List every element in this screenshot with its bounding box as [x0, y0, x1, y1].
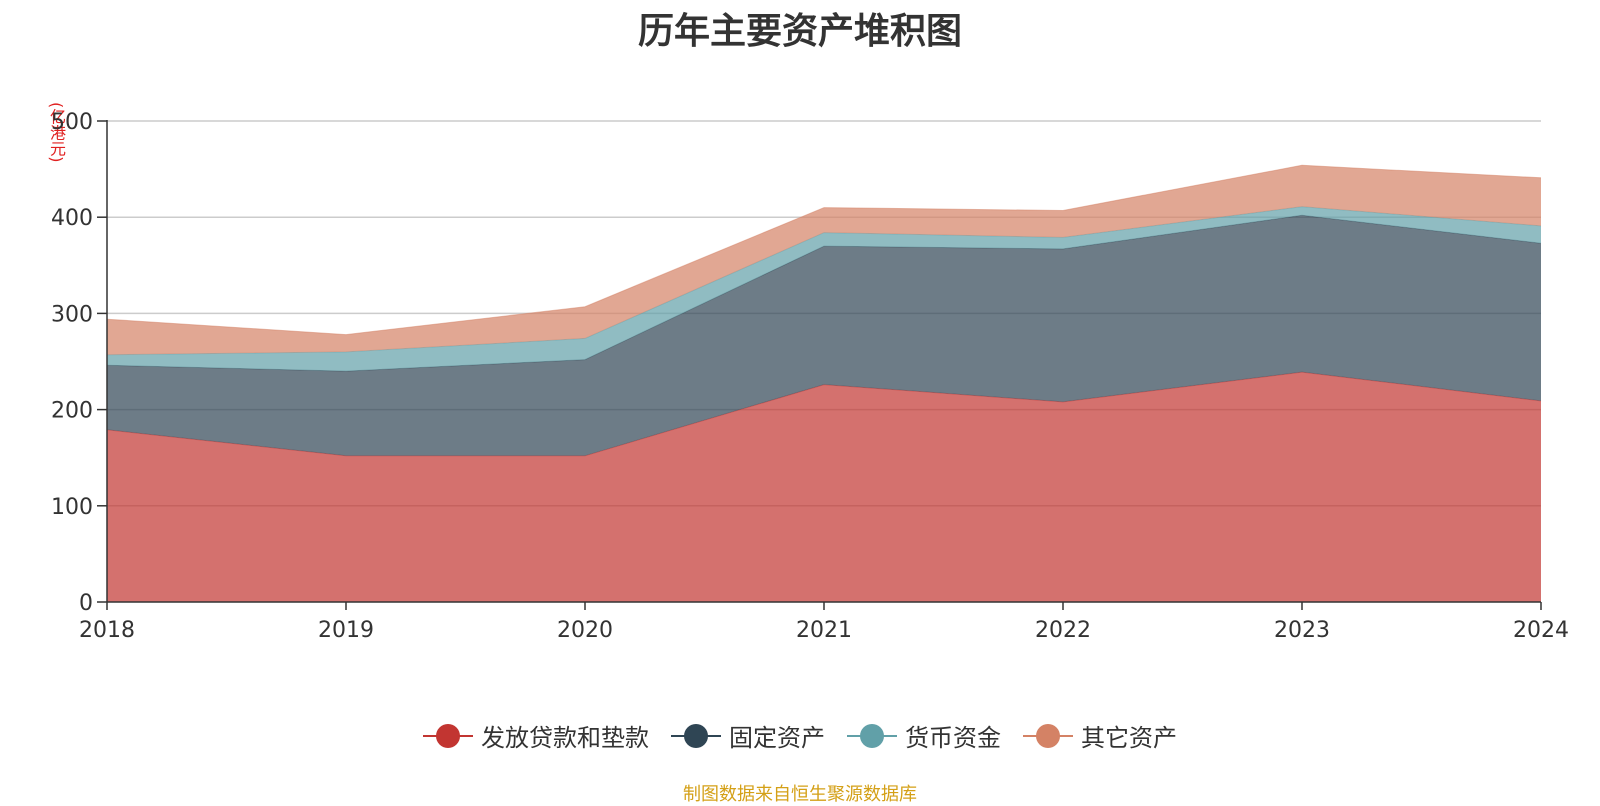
area-edge-4: [106, 164, 1542, 336]
area-4: [107, 165, 1541, 355]
legend-item[interactable]: 其它资产: [1023, 718, 1177, 753]
area-1: [107, 372, 1541, 602]
x-tick-label: 2024: [1513, 618, 1569, 643]
stacked-area-chart: 0 100 200 300 400 500 2018 2019 2020 2021 2022 202…: [51, 110, 1569, 643]
y-tick-label: 300: [51, 302, 93, 327]
y-tick-label: 100: [51, 495, 93, 520]
source-note: 制图数据来自恒生聚源数据库: [683, 784, 917, 805]
y-tick-label: 200: [51, 399, 93, 424]
legend-item[interactable]: 发放贷款和垫款: [423, 718, 649, 753]
x-tick-label: 2021: [796, 618, 852, 643]
legend: 发放贷款和垫款 固定资产 货币资金 其它资产: [0, 718, 1600, 753]
chart-title: 历年主要资产堆积图: [637, 11, 962, 52]
x-tick-label: 2022: [1035, 618, 1091, 643]
area-3: [107, 206, 1541, 372]
x-tick-label: 2020: [557, 618, 613, 643]
legend-item[interactable]: 货币资金: [847, 718, 1001, 753]
legend-marker-icon: [1023, 723, 1073, 748]
x-tick-label: 2019: [318, 618, 374, 643]
legend-label: 货币资金: [905, 724, 1001, 752]
x-tick-label: 2023: [1274, 618, 1330, 643]
legend-label: 固定资产: [729, 724, 825, 752]
area-series: [106, 164, 1542, 602]
y-tick-labels: 0 100 200 300 400 500: [51, 110, 107, 616]
x-tick-labels: 2018 2019 2020 2021 2022 2023 2024: [79, 602, 1569, 643]
legend-marker-icon: [423, 723, 473, 748]
legend-marker-icon: [847, 723, 897, 748]
legend-marker-icon: [671, 723, 721, 748]
legend-label: 其它资产: [1081, 724, 1177, 752]
legend-item[interactable]: 固定资产: [671, 718, 825, 753]
y-tick-label: 500: [51, 110, 93, 135]
x-tick-label: 2018: [79, 618, 135, 643]
y-axis-unit-label: (亿港元): [47, 102, 66, 163]
area-2: [107, 215, 1541, 456]
y-tick-label: 400: [51, 206, 93, 231]
y-tick-label: 0: [79, 591, 93, 616]
legend-label: 发放贷款和垫款: [481, 724, 649, 752]
